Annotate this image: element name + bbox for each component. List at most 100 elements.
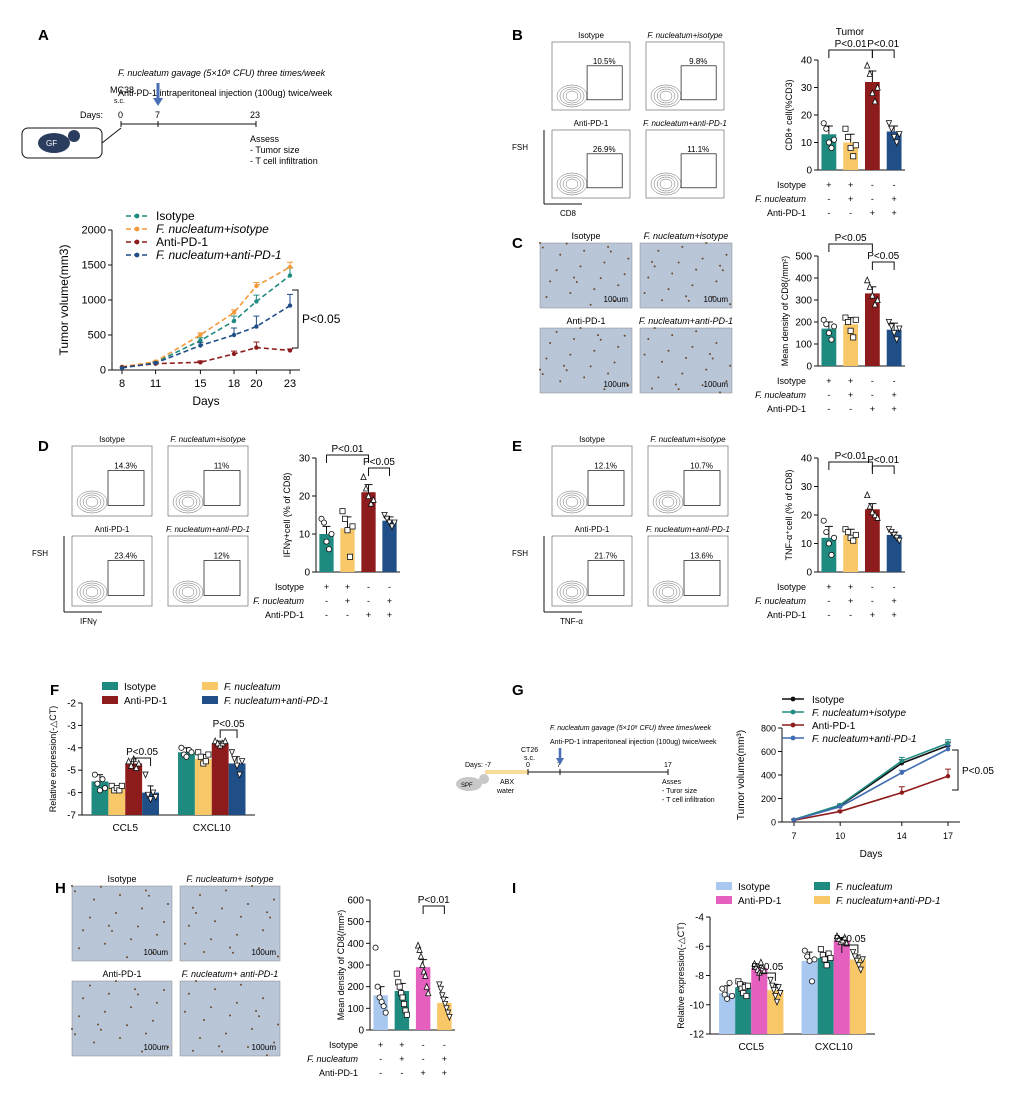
panel-label-c: C [512,235,523,252]
stained-cell [71,1028,73,1030]
data-point [446,1014,453,1022]
legend-label: Anti-PD-1 [738,896,782,907]
y-axis-label: Tumor volume(mm³) [736,730,747,820]
design-sign: + [891,390,896,400]
micrograph-title: F. nucleatum+isotype [644,231,729,241]
design-sign: + [345,596,350,606]
days-label: Days: [80,110,103,120]
significance-label: P<0.05 [835,233,867,244]
stained-cell [163,989,165,991]
y-tick-label: 200 [795,318,812,329]
protocol-line-2: Anti-PD-1 intraperitoneal injection (100… [550,739,717,746]
data-point [423,982,430,990]
stained-cell [685,295,687,298]
data-point [825,329,832,336]
design-row-label: Anti-PD-1 [767,610,806,620]
day-7: 7 [557,762,561,769]
y-tick-label: 10 [801,138,813,149]
stained-cell [647,276,650,279]
density-contour [653,86,679,106]
data-point [874,513,881,521]
data-point [403,1011,410,1018]
x-tick-label: 20 [250,378,262,390]
series-point [791,817,797,823]
data-point [344,527,351,534]
gate-percentage: 14.3% [114,461,137,470]
connector [101,127,122,144]
gate-percentage: 21.7% [594,551,617,560]
y-tick-label: 0 [771,818,776,828]
density-contour [559,582,585,602]
significance-bracket [871,465,895,474]
density-contour [661,586,675,598]
data-point [823,962,830,969]
density-contour [76,490,108,514]
significance-bracket [368,467,390,476]
stained-cell [565,369,568,372]
data-point [828,144,835,151]
legend-marker [790,735,796,741]
y-tick-label: 100 [795,340,812,351]
data-point [349,523,356,530]
significance-label: P<0.05 [126,747,158,758]
y-tick-label: 20 [299,492,311,503]
data-point [871,97,879,105]
data-point [850,537,857,544]
design-row-label: F. nucleatum [307,1054,358,1064]
mouse-icon [456,777,482,791]
y-tick-label: 500 [347,917,364,928]
grouped-bar-chart-I-groupbar: -12 -10 -8 -6 -4 Relative expression(-△CT) CCL… [676,882,941,1053]
bar [767,990,784,1034]
data-point [820,316,827,323]
design-sign: - [422,1040,425,1050]
gate-percentage: 11.1% [687,145,709,154]
bar [849,959,866,1034]
data-point [362,484,370,492]
stained-cell [119,1037,121,1039]
bar [211,743,229,815]
stained-cell [141,907,143,910]
x-tick-label: 17 [943,831,953,841]
legend-label: Anti-PD-1 [156,235,208,249]
micrograph-image [639,327,733,394]
y-tick-label: 300 [795,296,812,307]
stained-cell [715,280,718,283]
x-tick-label: CXCL10 [815,1042,853,1053]
data-point [127,761,135,769]
y-tick-label: 600 [347,896,364,907]
gate-percentage: 11% [214,461,229,470]
design-sign: + [891,404,896,414]
x-axis-label: Days [860,849,883,860]
legend-marker [134,252,140,258]
stained-cell [729,364,732,367]
data-point [380,1003,387,1010]
data-point [855,962,863,970]
design-sign: + [891,596,896,606]
stained-cell [229,946,231,949]
stained-cell [221,907,223,910]
data-point [890,330,898,338]
gate-box [680,153,717,189]
significance-label: P<0.05 [867,251,899,262]
y-tick-label: 20 [801,511,813,522]
data-point [388,523,396,531]
design-sign: + [848,582,853,592]
day-0: 0 [118,110,123,120]
stained-cell [277,1023,279,1026]
stained-cell [573,338,576,341]
stained-cell [555,330,558,333]
data-point [91,771,98,778]
data-point [382,1009,389,1016]
y-tick-label: -12 [690,1030,705,1041]
protocol-line-1: F. nucleatum gavage (5×10⁸ CFU) three ti… [118,68,326,78]
bar [719,993,736,1034]
stained-cell [247,1046,249,1048]
design-sign: + [826,180,831,190]
design-sign: + [826,376,831,386]
data-point [863,276,871,284]
data-point [885,120,893,128]
y-tick-label: -4 [695,913,704,924]
design-sign: + [870,610,875,620]
stained-cell [195,980,197,982]
stained-cell [643,353,646,356]
